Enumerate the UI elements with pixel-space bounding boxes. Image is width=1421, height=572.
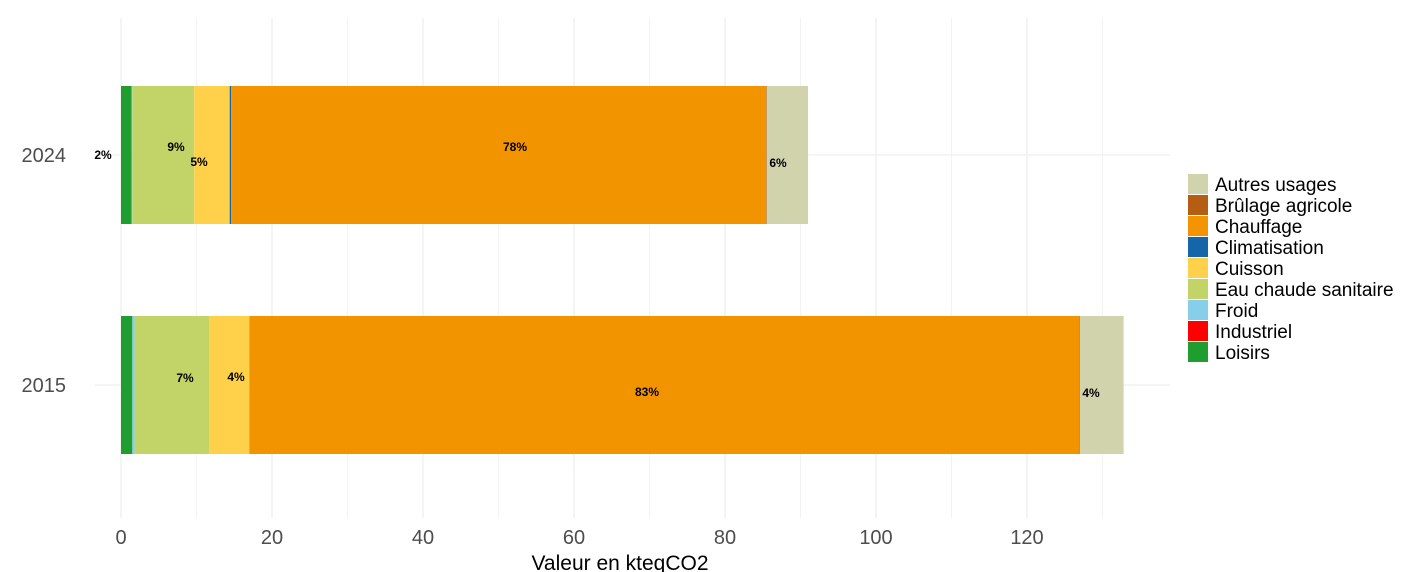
bar-segment xyxy=(121,316,133,454)
legend-item: Loisirs xyxy=(1188,342,1270,364)
x-tick-label: 0 xyxy=(115,527,126,549)
legend-item: Cuisson xyxy=(1188,258,1284,280)
x-tick-label: 20 xyxy=(261,527,283,549)
x-tick-label: 100 xyxy=(859,527,892,549)
legend-item: Froid xyxy=(1188,300,1258,322)
legend-item: Autres usages xyxy=(1188,174,1336,196)
bar-segment xyxy=(1079,316,1124,454)
legend-key xyxy=(1188,237,1208,257)
data-label: 4% xyxy=(227,370,245,384)
data-label: 2% xyxy=(94,148,112,162)
bar-segment xyxy=(131,86,133,224)
bar-segment xyxy=(249,316,1080,454)
y-tick-label: 2015 xyxy=(22,375,67,397)
data-label: 6% xyxy=(769,156,787,170)
legend-item: Industriel xyxy=(1188,321,1292,343)
x-tick-label: 40 xyxy=(412,527,434,549)
bar-segment xyxy=(121,86,132,224)
y-axis-ticks: 2024 2015 xyxy=(22,145,67,397)
legend-label: Climatisation xyxy=(1215,238,1324,259)
legend-key xyxy=(1188,300,1208,320)
bars xyxy=(121,86,1124,454)
legend-label: Chauffage xyxy=(1215,217,1302,238)
legend-item: Brûlage agricole xyxy=(1188,195,1352,217)
bar-segment xyxy=(231,86,766,224)
bar-segment xyxy=(134,316,210,454)
legend-label: Autres usages xyxy=(1215,175,1336,196)
legend-key xyxy=(1188,216,1208,236)
data-labels: 2% 9% 5% 78% 6% 7% 4% 83% 4% xyxy=(94,140,1100,400)
x-tick-label: 60 xyxy=(563,527,585,549)
bar-segment xyxy=(132,316,135,454)
bar-segment xyxy=(229,86,232,224)
legend-label: Loisirs xyxy=(1215,343,1270,364)
data-label: 4% xyxy=(1082,386,1100,400)
legend-label: Froid xyxy=(1215,301,1258,322)
x-tick-label: 80 xyxy=(714,527,736,549)
data-label: 7% xyxy=(176,371,194,385)
legend-item: Chauffage xyxy=(1188,216,1302,238)
legend-key xyxy=(1188,279,1208,299)
data-label: 9% xyxy=(167,140,185,154)
bar-segment xyxy=(1079,316,1080,454)
data-label: 78% xyxy=(503,140,527,154)
legend-label: Industriel xyxy=(1215,322,1292,343)
data-label: 83% xyxy=(635,385,659,399)
legend-label: Eau chaude sanitaire xyxy=(1215,280,1394,301)
legend-key xyxy=(1188,195,1208,215)
x-axis-title: Valeur en kteqCO2 xyxy=(531,552,708,572)
legend-label: Brûlage agricole xyxy=(1215,196,1352,217)
legend-key xyxy=(1188,342,1208,362)
bar-segment xyxy=(194,86,230,224)
x-tick-label: 120 xyxy=(1010,527,1043,549)
legend-label: Cuisson xyxy=(1215,259,1284,280)
x-axis-ticks: 0 20 40 60 80 100 120 xyxy=(115,527,1043,549)
legend-key xyxy=(1188,174,1208,194)
bar-segment xyxy=(766,86,809,224)
y-tick-label: 2024 xyxy=(22,145,67,167)
legend-item: Eau chaude sanitaire xyxy=(1188,279,1394,301)
legend-item: Climatisation xyxy=(1188,237,1324,259)
bar-segment xyxy=(209,316,250,454)
bar-segment xyxy=(132,86,195,224)
bar-segment xyxy=(765,86,767,224)
legend-key xyxy=(1188,258,1208,278)
legend-key xyxy=(1188,321,1208,341)
data-label: 5% xyxy=(190,155,208,169)
